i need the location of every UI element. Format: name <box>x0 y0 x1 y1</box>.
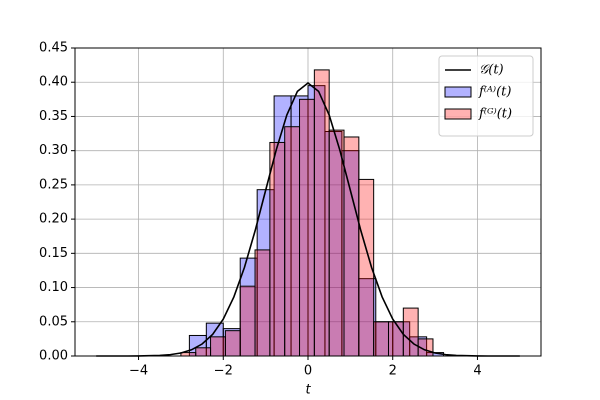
histogram-bar <box>254 249 271 357</box>
x-tick-label: 0 <box>304 364 312 379</box>
histogram-bar <box>373 321 389 357</box>
x-tick-label: −4 <box>129 364 148 379</box>
legend-swatch <box>444 86 472 98</box>
y-tick-label: 0.00 <box>39 349 68 364</box>
y-tick-label: 0.45 <box>39 41 68 56</box>
y-tick-label: 0.05 <box>39 314 68 329</box>
line <box>96 81 520 357</box>
y-tick-label: 0.10 <box>39 280 68 295</box>
histogram-bar <box>402 307 419 357</box>
histogram-bar <box>239 285 256 357</box>
y-tick-label: 0.35 <box>39 109 68 124</box>
plot-frame <box>74 47 542 357</box>
y-tick-label: 0.15 <box>39 246 68 261</box>
x-tick-label: 4 <box>473 364 481 379</box>
legend-label: f⁽ᴬ⁾(t) <box>478 85 511 100</box>
histogram-bar <box>313 69 330 357</box>
y-tick-label: 0.20 <box>39 212 68 227</box>
legend-label: 𝒢(t) <box>479 63 504 78</box>
y-tick-label: 0.30 <box>39 143 68 158</box>
histogram-bar <box>224 330 241 357</box>
histogram-bar <box>284 126 301 357</box>
legend-swatch <box>444 108 472 120</box>
legend-label: f⁽ᴳ⁾(t) <box>478 107 512 122</box>
y-tick-label: 0.40 <box>39 75 68 90</box>
legend-box <box>438 55 534 137</box>
histogram-bar <box>328 129 345 357</box>
x-tick-label: −2 <box>214 364 233 379</box>
histogram-bar <box>195 347 212 357</box>
x-axis-label: t <box>305 383 311 398</box>
x-tick-label: 2 <box>389 364 397 379</box>
histogram-bar <box>343 136 360 357</box>
histogram-bar <box>210 336 226 357</box>
y-tick-label: 0.25 <box>39 177 68 192</box>
histogram-bar <box>269 141 286 357</box>
histogram-bar <box>387 321 404 357</box>
histogram-bar <box>299 98 315 357</box>
